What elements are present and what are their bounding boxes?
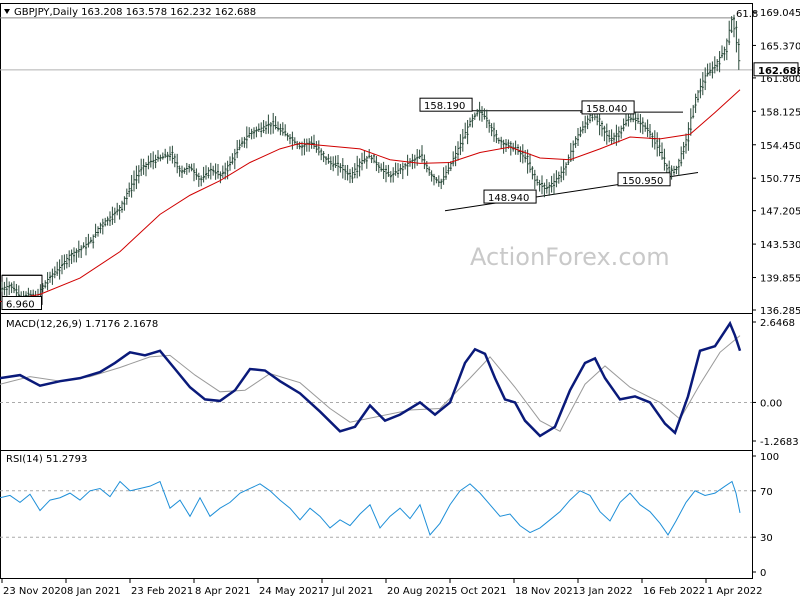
- x-tick-label: 8 Jan 2021: [67, 586, 121, 597]
- x-tick-label: 24 May 2021: [259, 586, 324, 597]
- current-price-tag: 162.688: [758, 66, 800, 77]
- level-label-150950: 150.950: [622, 176, 663, 187]
- level-label-158190-box: [419, 97, 473, 112]
- x-tick-label: 1 Apr 2022: [707, 586, 762, 597]
- price-y-tick-label: 165.370: [760, 41, 800, 52]
- rsi-y-tick-label: 30: [760, 533, 773, 544]
- level-label-148940-box: [483, 189, 537, 204]
- x-tick-label: 8 Apr 2021: [195, 586, 250, 597]
- rsi-y-tick-label: 100: [760, 452, 779, 463]
- x-tick-label: 16 Feb 2022: [643, 586, 705, 597]
- level-label-148940: 148.940: [488, 193, 529, 204]
- price-y-tick-label: 169.045: [760, 8, 800, 19]
- macd-y-tick-label: 2.6468: [760, 318, 795, 329]
- macd-pane-frame: [0, 313, 753, 451]
- price-y-tick-label: 161.800: [760, 74, 800, 85]
- fib-label: 61.8: [736, 9, 758, 20]
- rsi-line: [0, 480, 741, 536]
- macd-y-tick-label: 0.00: [760, 398, 782, 409]
- moving-average-line: [0, 89, 741, 303]
- level-label-158040: 158.040: [586, 104, 627, 115]
- price-y-tick-label: 139.855: [760, 274, 800, 285]
- macd-label: MACD(12,26,9) 1.7176 2.1678: [6, 319, 158, 330]
- level-label-150950-box: [617, 172, 671, 187]
- rsi-label: RSI(14) 51.2793: [6, 454, 87, 465]
- price-y-tick-label: 147.205: [760, 207, 800, 218]
- symbol-dropdown-icon: [4, 9, 10, 14]
- x-tick-label: 3 Jan 2022: [579, 586, 633, 597]
- macd-line: [0, 320, 742, 438]
- rsi-y-tick-label: 70: [760, 487, 773, 498]
- price-y-tick-label: 150.775: [760, 174, 800, 185]
- price-header: GBPJPY,Daily 163.208 163.578 162.232 162…: [14, 7, 256, 18]
- price-y-tick-label: 143.530: [760, 240, 800, 251]
- price-y-tick-label: 158.125: [760, 107, 800, 118]
- level-label-136960: 6.960: [6, 299, 35, 310]
- macd-signal-line: [0, 335, 741, 433]
- rsi-pane-frame: [0, 450, 753, 579]
- current-price-tag-box: [753, 62, 799, 77]
- level-label-158190: 158.190: [424, 101, 465, 112]
- x-tick-label: 23 Feb 2021: [131, 586, 193, 597]
- macd-y-tick-label: -1.2683: [760, 437, 799, 448]
- x-tick-label: 7 Jul 2021: [323, 586, 373, 597]
- x-tick-label: 20 Aug 2021: [387, 586, 451, 597]
- x-tick-label: 18 Nov 2021: [515, 586, 579, 597]
- x-tick-label: 5 Oct 2021: [451, 586, 506, 597]
- watermark-text: ActionForex.com: [470, 243, 670, 271]
- level-label-136960-box: [1, 295, 42, 310]
- price-y-tick-label: 154.450: [760, 141, 800, 152]
- x-tick-label: 23 Nov 2020: [3, 586, 67, 597]
- level-label-158040-box: [581, 100, 635, 115]
- price-y-tick-label: 136.285: [760, 306, 800, 317]
- rsi-y-tick-label: 0: [760, 568, 766, 579]
